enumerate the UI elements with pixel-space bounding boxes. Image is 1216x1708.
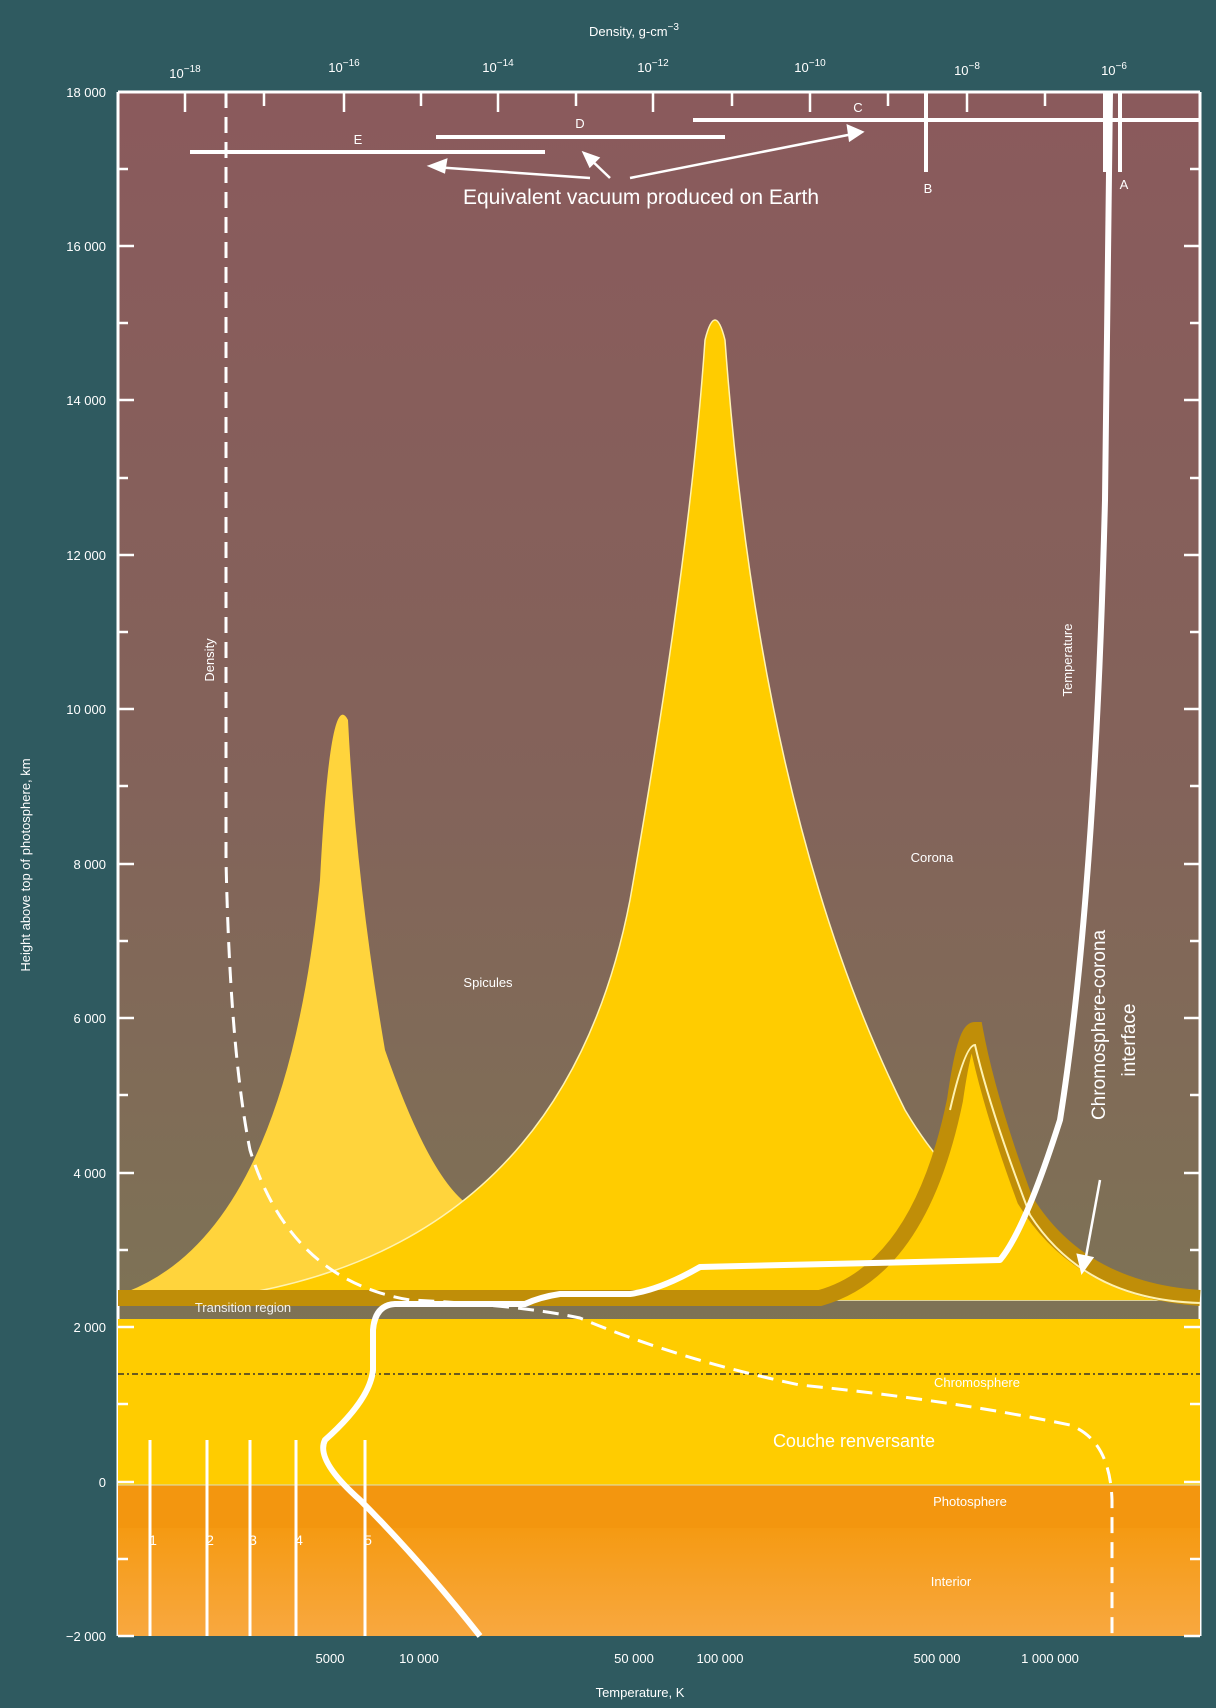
top-tick: 10−12	[637, 58, 669, 75]
vacuum-bars	[190, 92, 1200, 172]
vacuum-arrows	[426, 123, 865, 180]
density-curve	[224, 92, 1114, 1636]
top-tick: 10−14	[482, 58, 514, 75]
bottom-tick: 50 000	[614, 1651, 654, 1666]
y-tick: 0	[99, 1475, 106, 1490]
y-tick: 4 000	[73, 1166, 106, 1181]
top-tick: 10−16	[328, 58, 360, 75]
interface-label-line-1: Chromosphere-corona	[1089, 930, 1110, 1121]
y-tick: 10 000	[66, 702, 106, 717]
marker-5: 5	[364, 1532, 372, 1548]
transition-label: Transition region	[195, 1300, 291, 1315]
range-c-label: C	[853, 100, 862, 115]
marker-labels: 1 2 3 4 5	[149, 1532, 372, 1548]
interface-edge	[949, 1043, 1201, 1304]
y-tick: 18 000	[66, 85, 106, 100]
couche-label: Couche renversante	[773, 1431, 935, 1451]
y-tick: 14 000	[66, 393, 106, 408]
top-tick: 10−6	[1101, 61, 1127, 78]
bottom-tick: 1 000 000	[1021, 1651, 1079, 1666]
interior-layer	[118, 1528, 1200, 1636]
y-tick: 12 000	[66, 548, 106, 563]
y-tick: 2 000	[73, 1320, 106, 1335]
photosphere-layer	[118, 1485, 1200, 1528]
density-curve-label: Density	[202, 638, 217, 682]
transition-band	[118, 1021, 1201, 1306]
range-e-label: E	[354, 132, 363, 147]
top-axis-ticks: 10−18 10−16 10−14 10−12 10−10 10−8 10−6	[169, 58, 1127, 81]
y-tick: −2 000	[66, 1629, 106, 1644]
range-a-label: A	[1120, 177, 1129, 192]
corona-label: Corona	[911, 850, 954, 865]
top-tick: 10−18	[169, 64, 201, 81]
vacuum-label: Equivalent vacuum produced on Earth	[463, 186, 819, 209]
bottom-tick: 5000	[316, 1651, 345, 1666]
photosphere-label: Photosphere	[933, 1494, 1007, 1509]
spicules-label: Spicules	[463, 975, 513, 990]
top-tick: 10−10	[794, 58, 826, 75]
large-spicule	[199, 319, 1201, 1301]
y-tick: 6 000	[73, 1011, 106, 1026]
marker-1: 1	[149, 1532, 157, 1548]
region-labels: Spicules Corona Transition region Chromo…	[195, 850, 1020, 1589]
marker-4: 4	[295, 1532, 303, 1548]
bottom-tick: 10 000	[399, 1651, 439, 1666]
temperature-curve	[320, 91, 1113, 1638]
interface-label-line-2: interface	[1119, 1004, 1140, 1077]
y-axis-ticks: 18 000 16 000 14 000 12 000 10 000 8 000…	[66, 85, 106, 1644]
top-tick: 10−8	[954, 61, 980, 78]
top-tick-marks	[183, 92, 1047, 112]
chromosphere-label: Chromosphere	[934, 1375, 1020, 1390]
marker-2: 2	[206, 1532, 214, 1548]
temperature-curve-label: Temperature	[1060, 624, 1075, 697]
vacuum-range-labels: A B C D E	[354, 100, 1129, 196]
bottom-tick: 500 000	[914, 1651, 961, 1666]
marker-lines	[148, 1440, 367, 1636]
bottom-axis-title: Temperature, K	[596, 1685, 685, 1700]
range-d-label: D	[575, 116, 584, 131]
y-tick: 8 000	[73, 857, 106, 872]
y-tick-marks	[118, 90, 1200, 1638]
interior-label: Interior	[931, 1574, 972, 1589]
bottom-axis-ticks: 5000 10 000 50 000 100 000 500 000 1 000…	[316, 1651, 1079, 1666]
interface-spicule	[780, 1030, 1200, 1300]
y-axis-title: Height above top of photosphere, km	[18, 758, 33, 971]
range-b-label: B	[924, 181, 933, 196]
small-spicule	[118, 714, 470, 1300]
top-axis-title: Density, g-cm−3	[589, 22, 679, 39]
y-tick: 16 000	[66, 239, 106, 254]
chromosphere-layer	[118, 1319, 1200, 1485]
marker-3: 3	[249, 1532, 257, 1548]
interface-arrow	[1076, 1179, 1102, 1275]
solar-layers	[118, 1319, 1200, 1636]
bottom-tick: 100 000	[697, 1651, 744, 1666]
